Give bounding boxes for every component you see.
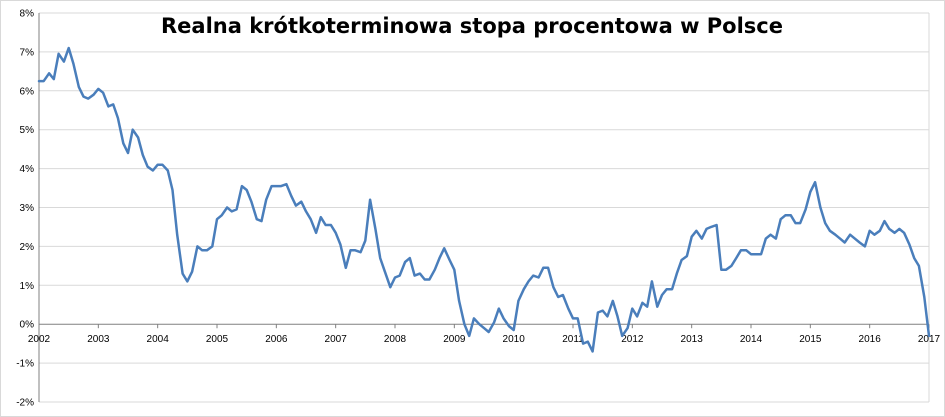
grid <box>39 12 930 403</box>
y-tick-label: 1% <box>20 281 35 292</box>
x-tick-label: 2014 <box>740 334 763 345</box>
chart-title: Realna krótkoterminowa stopa procentowa … <box>161 14 783 38</box>
y-tick-label: -2% <box>16 398 34 409</box>
series-line <box>37 46 931 353</box>
axes: -2% -1% 0% 1% 2% 3% 4% 5% 6% 7% 8% 2002 2003 2004 2005… <box>16 9 940 409</box>
y-tick-label: 0% <box>20 320 35 331</box>
y-tick-label: 2% <box>20 242 35 253</box>
series <box>37 46 931 353</box>
x-tick-label: 2005 <box>206 334 229 345</box>
x-tick-label: 2011 <box>562 334 584 345</box>
x-tick-label: 2002 <box>28 334 51 345</box>
x-tick-label: 2012 <box>621 334 644 345</box>
x-tick-label: 2007 <box>325 334 348 345</box>
x-tick-label: 2013 <box>681 334 704 345</box>
y-tick-label: 3% <box>20 203 35 214</box>
y-tick-label: 6% <box>20 86 35 97</box>
x-tick-label: 2008 <box>384 334 407 345</box>
y-tick-label: 4% <box>20 164 35 175</box>
y-tick-label: 7% <box>20 47 35 58</box>
x-tick-label: 2003 <box>87 334 110 345</box>
x-tick-label: 2006 <box>265 334 288 345</box>
x-tick-label: 2009 <box>443 334 466 345</box>
x-tick-label: 2016 <box>859 334 882 345</box>
x-tick-label: 2010 <box>503 334 526 345</box>
y-tick-label: 8% <box>20 9 35 20</box>
y-tick-label: -1% <box>16 359 34 370</box>
y-tick-label: 5% <box>20 125 35 136</box>
x-tick-label: 2015 <box>799 334 822 345</box>
x-tick-label: 2004 <box>147 334 170 345</box>
x-tick-label: 2017 <box>918 334 941 345</box>
